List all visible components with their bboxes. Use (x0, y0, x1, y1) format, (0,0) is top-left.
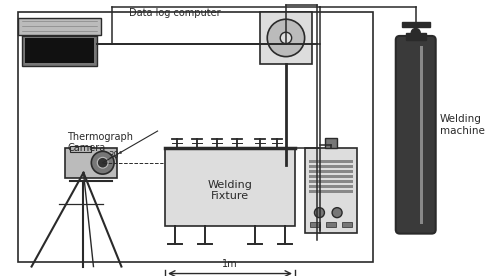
Text: 30°: 30° (108, 151, 124, 160)
Bar (309, 175, 353, 178)
Circle shape (268, 19, 304, 57)
Bar (281, 165, 291, 193)
Bar (406, 33, 425, 40)
Circle shape (280, 32, 291, 44)
Circle shape (411, 28, 420, 38)
Bar (309, 160, 353, 163)
Bar (309, 190, 353, 193)
Text: 1m: 1m (222, 259, 238, 269)
Bar (260, 12, 312, 64)
Bar (66, 148, 117, 178)
Circle shape (98, 157, 108, 168)
Text: Thermograph
Camera: Thermograph Camera (68, 132, 134, 153)
Bar (309, 170, 353, 173)
Circle shape (92, 151, 114, 174)
Bar (305, 148, 357, 233)
Bar (22, 35, 98, 66)
Circle shape (332, 208, 342, 218)
Bar (342, 222, 352, 227)
Bar (310, 222, 320, 227)
Bar (402, 22, 429, 27)
Bar (309, 165, 353, 168)
Polygon shape (284, 147, 288, 153)
Text: Welding
Fixture: Welding Fixture (208, 180, 252, 201)
Bar (309, 185, 353, 188)
Bar (309, 180, 353, 183)
Bar (70, 146, 91, 152)
Bar (325, 138, 337, 148)
Circle shape (314, 208, 324, 218)
Text: Welding
machine: Welding machine (440, 115, 484, 136)
Bar (165, 148, 295, 225)
FancyBboxPatch shape (396, 36, 436, 233)
Bar (18, 18, 101, 35)
Polygon shape (282, 153, 290, 165)
Bar (326, 222, 336, 227)
Bar (26, 38, 94, 63)
Text: Data log computer: Data log computer (130, 8, 221, 18)
Bar (420, 46, 424, 224)
Bar (18, 12, 373, 262)
